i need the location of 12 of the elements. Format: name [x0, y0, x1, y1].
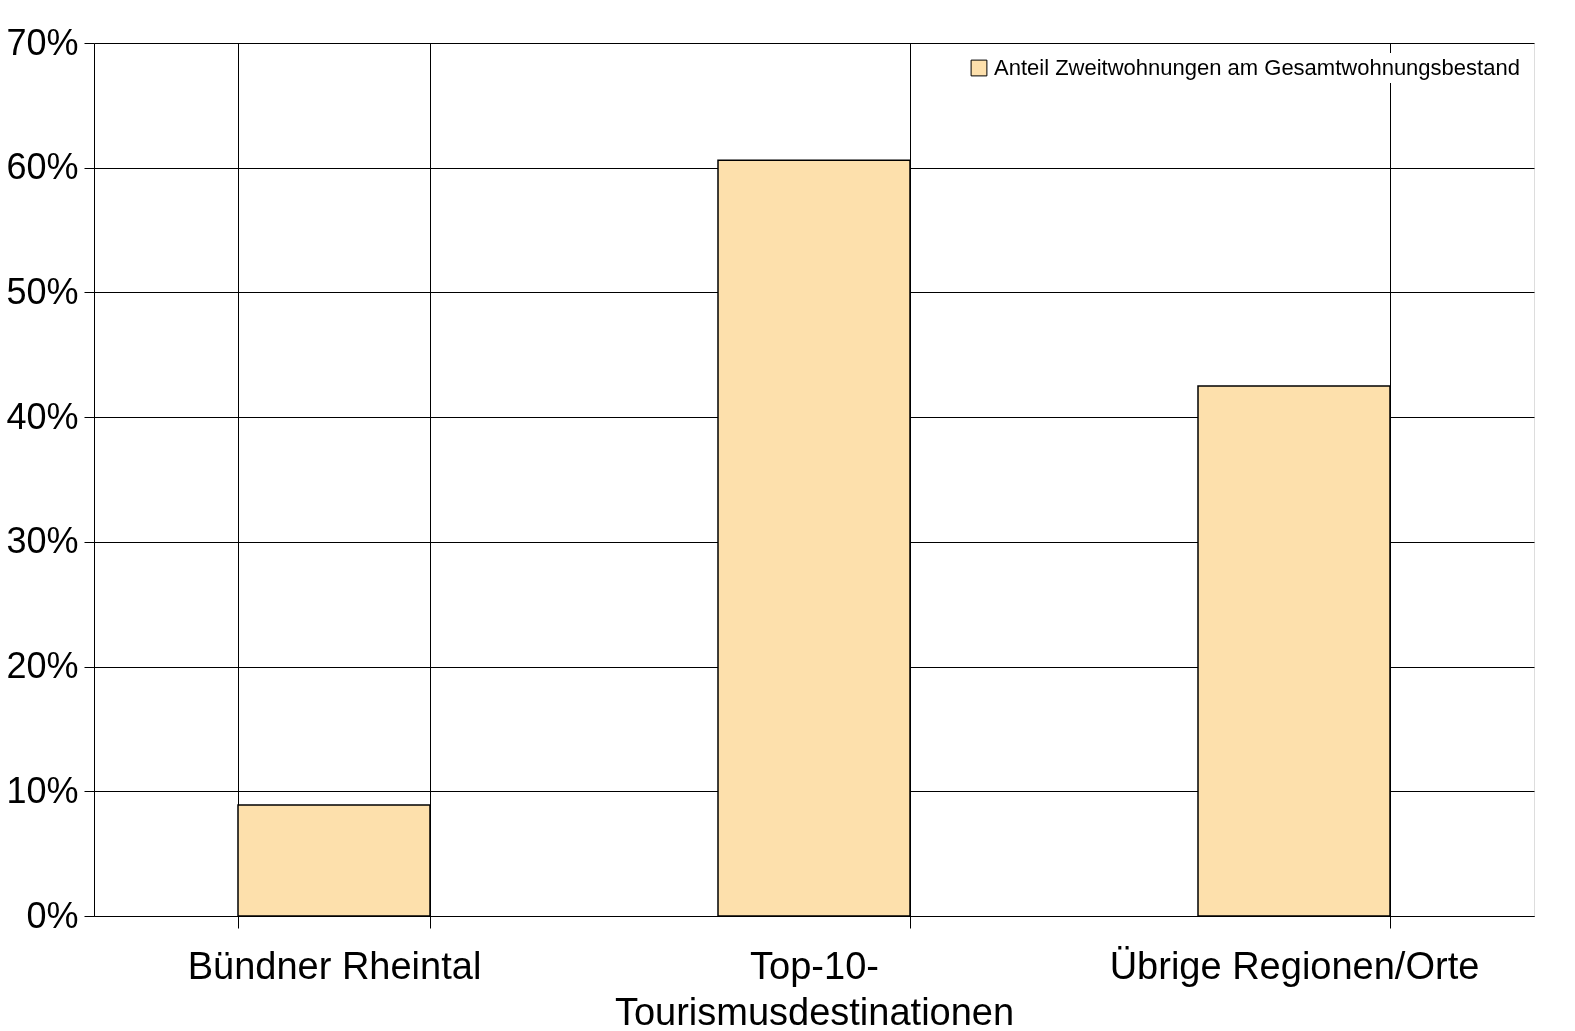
y-tick-label: 0% [26, 894, 79, 936]
y-tick-label: 10% [6, 769, 79, 811]
y-tick-label: 50% [6, 270, 79, 312]
x-tick-label: Bündner Rheintal [187, 944, 482, 987]
y-tick-label: 70% [6, 21, 79, 63]
y-tick-label: 20% [6, 645, 79, 687]
y-tick-label: 60% [6, 146, 79, 188]
legend-label: Anteil Zweitwohnungen am Gesamtwohnungsbestand [994, 55, 1520, 80]
y-tick-label: 30% [6, 520, 79, 562]
x-tick-label: Übrige Regionen/Orte [1109, 944, 1480, 987]
x-tick-label: Top-10-Tourismusdestinationen [614, 944, 1015, 1031]
y-tick-label: 40% [6, 395, 79, 437]
